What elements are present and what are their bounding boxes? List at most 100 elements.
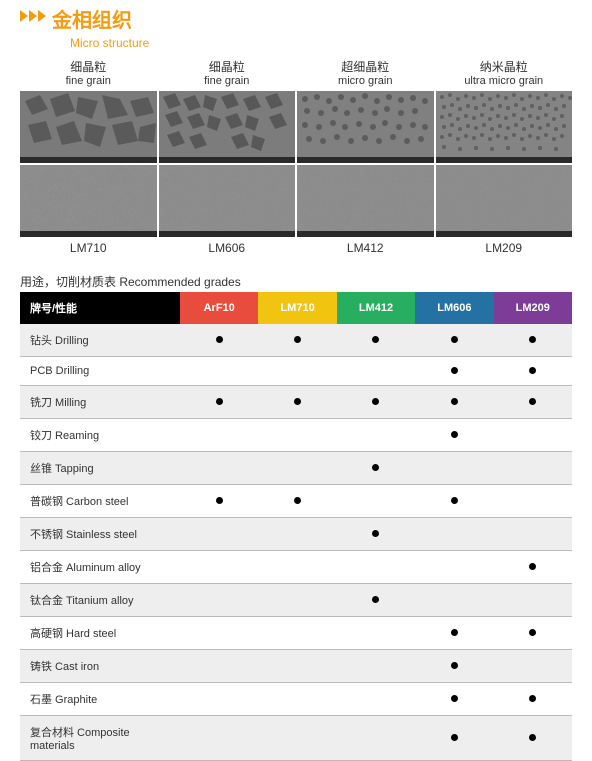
dot-icon bbox=[529, 695, 536, 702]
mark-cell bbox=[337, 386, 415, 419]
mark-cell bbox=[415, 584, 493, 617]
mark-cell bbox=[337, 485, 415, 518]
table-header-row: 牌号/性能 ArF10 LM710 LM412 LM606 LM209 bbox=[20, 292, 572, 324]
dot-icon bbox=[451, 629, 458, 636]
mark-cell bbox=[415, 485, 493, 518]
mark-cell bbox=[180, 617, 258, 650]
recommended-title: 用途，切削材质表 Recommended grades bbox=[20, 273, 572, 290]
mark-cell bbox=[415, 683, 493, 716]
dot-icon bbox=[294, 336, 301, 343]
mark-cell bbox=[180, 551, 258, 584]
table-row: 高硬钢 Hard steel bbox=[20, 617, 572, 650]
table-row: 复合材料 Composite materials bbox=[20, 716, 572, 761]
table-row: 钻头 Drilling bbox=[20, 324, 572, 357]
dot-icon bbox=[451, 398, 458, 405]
mark-cell bbox=[258, 617, 336, 650]
table-row: PCB Drilling bbox=[20, 357, 572, 386]
micrograph-image bbox=[159, 165, 296, 237]
grain-cn: 超细晶粒 bbox=[297, 58, 434, 75]
mark-cell bbox=[494, 584, 572, 617]
mark-cell bbox=[494, 518, 572, 551]
micrograph-image bbox=[436, 165, 573, 237]
dot-icon bbox=[216, 336, 223, 343]
grain-texture-icon bbox=[20, 91, 157, 163]
micrograph-image bbox=[20, 165, 157, 237]
dot-icon bbox=[451, 497, 458, 504]
mark-cell bbox=[337, 518, 415, 551]
chevron-right-icon bbox=[20, 10, 46, 22]
dot-icon bbox=[529, 367, 536, 374]
mark-cell bbox=[258, 324, 336, 357]
grain-texture-icon bbox=[436, 91, 573, 163]
recommended-table: 牌号/性能 ArF10 LM710 LM412 LM606 LM209 钻头 D… bbox=[20, 292, 572, 761]
row-label: 不锈钢 Stainless steel bbox=[20, 518, 180, 551]
grain-cn: 纳米晶粒 bbox=[436, 58, 573, 75]
dot-icon bbox=[529, 734, 536, 741]
mark-cell bbox=[337, 650, 415, 683]
mark-cell bbox=[415, 386, 493, 419]
mark-cell bbox=[337, 584, 415, 617]
row-label: 复合材料 Composite materials bbox=[20, 716, 180, 761]
micrograph-image bbox=[436, 91, 573, 163]
grain-cn: 细晶粒 bbox=[159, 58, 296, 75]
row-label: 钻头 Drilling bbox=[20, 324, 180, 357]
micrograph-image bbox=[20, 91, 157, 163]
micrograph-row-1 bbox=[20, 91, 572, 163]
dot-icon bbox=[372, 596, 379, 603]
grain-texture-icon bbox=[297, 165, 434, 237]
mark-cell bbox=[415, 551, 493, 584]
row-label: 石墨 Graphite bbox=[20, 683, 180, 716]
mark-cell bbox=[494, 551, 572, 584]
mark-cell bbox=[180, 419, 258, 452]
dot-icon bbox=[372, 530, 379, 537]
mark-cell bbox=[258, 518, 336, 551]
product-label: LM412 bbox=[297, 241, 434, 255]
mark-cell bbox=[258, 683, 336, 716]
mark-cell bbox=[337, 617, 415, 650]
mark-cell bbox=[494, 650, 572, 683]
mark-cell bbox=[494, 357, 572, 386]
mark-cell bbox=[415, 452, 493, 485]
grain-en: micro grain bbox=[297, 75, 434, 87]
dot-icon bbox=[451, 431, 458, 438]
grain-cn: 细晶粒 bbox=[20, 58, 157, 75]
mark-cell bbox=[415, 650, 493, 683]
table-row: 铰刀 Reaming bbox=[20, 419, 572, 452]
mark-cell bbox=[180, 683, 258, 716]
column-header: LM606 bbox=[415, 292, 493, 324]
mark-cell bbox=[180, 357, 258, 386]
mark-cell bbox=[258, 485, 336, 518]
table-row: 铣刀 Milling bbox=[20, 386, 572, 419]
mark-cell bbox=[258, 650, 336, 683]
mark-cell bbox=[258, 386, 336, 419]
mark-cell bbox=[180, 650, 258, 683]
table-row: 不锈钢 Stainless steel bbox=[20, 518, 572, 551]
micrograph-image bbox=[159, 91, 296, 163]
table-row: 铝合金 Aluminum alloy bbox=[20, 551, 572, 584]
dot-icon bbox=[216, 398, 223, 405]
mark-cell bbox=[180, 324, 258, 357]
grain-texture-icon bbox=[20, 165, 157, 237]
row-label: 铰刀 Reaming bbox=[20, 419, 180, 452]
mark-cell bbox=[180, 716, 258, 761]
dot-icon bbox=[451, 734, 458, 741]
mark-cell bbox=[258, 551, 336, 584]
column-header: LM209 bbox=[494, 292, 572, 324]
dot-icon bbox=[294, 497, 301, 504]
mark-cell bbox=[494, 452, 572, 485]
dot-icon bbox=[529, 336, 536, 343]
dot-icon bbox=[529, 563, 536, 570]
mark-cell bbox=[180, 452, 258, 485]
dot-icon bbox=[372, 398, 379, 405]
table-row: 钛合金 Titanium alloy bbox=[20, 584, 572, 617]
mark-cell bbox=[415, 716, 493, 761]
column-header: ArF10 bbox=[180, 292, 258, 324]
dot-icon bbox=[451, 695, 458, 702]
grain-en: ultra micro grain bbox=[436, 75, 573, 87]
mark-cell bbox=[494, 324, 572, 357]
grain-en: fine grain bbox=[159, 75, 296, 87]
mark-cell bbox=[494, 617, 572, 650]
row-label: 铣刀 Milling bbox=[20, 386, 180, 419]
table-row: 石墨 Graphite bbox=[20, 683, 572, 716]
mark-cell bbox=[337, 324, 415, 357]
